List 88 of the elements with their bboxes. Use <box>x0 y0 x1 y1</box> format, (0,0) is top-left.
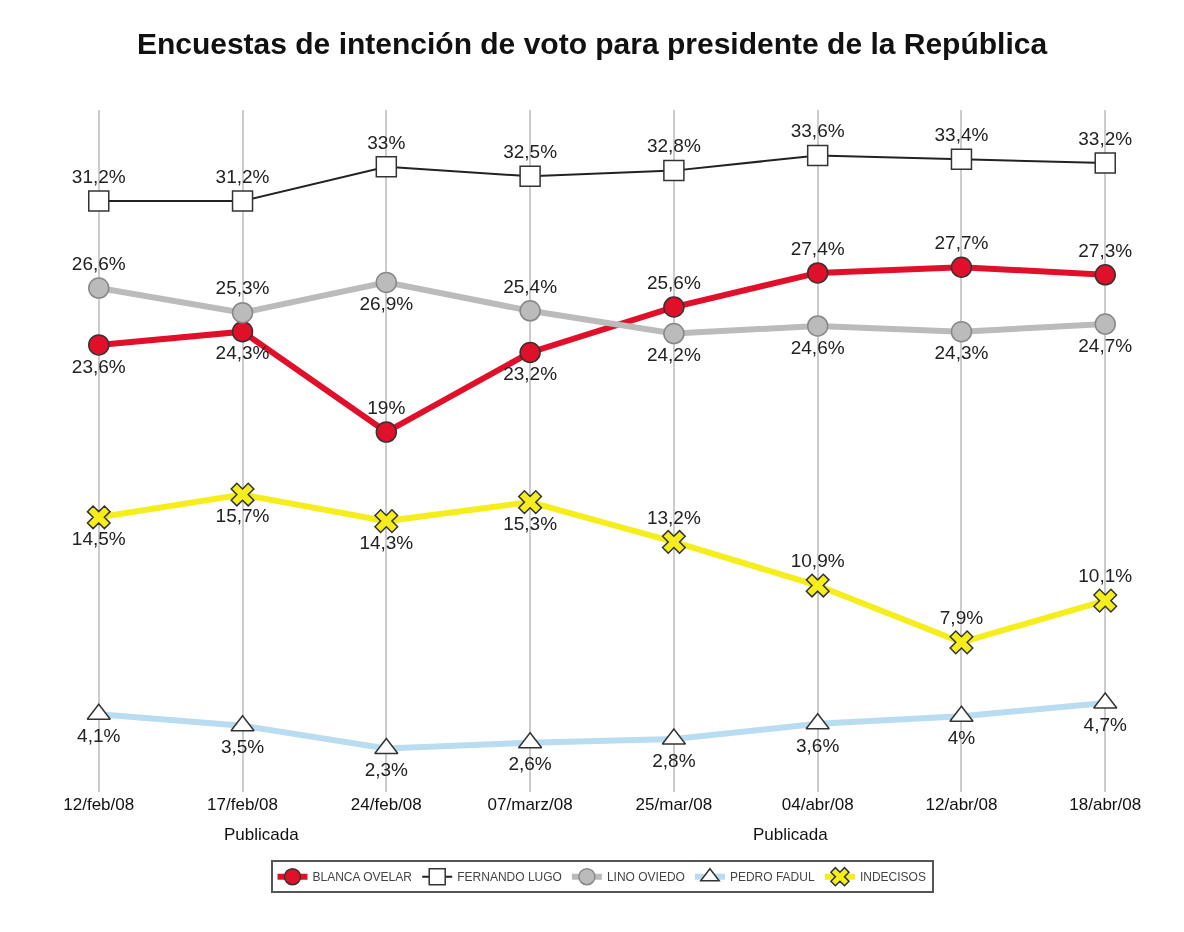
x-tick-label: 24/feb/08 <box>350 795 422 814</box>
legend-label: LINO OVIEDO <box>606 870 685 885</box>
point <box>519 300 541 322</box>
text: Publicada <box>224 825 300 844</box>
data-label: 7,9% <box>939 607 984 629</box>
data-label: 32,8% <box>646 135 701 157</box>
point <box>1094 264 1116 286</box>
data-label: 31,2% <box>215 165 270 187</box>
data-label: 4,1% <box>77 725 121 747</box>
data-label: 15,3% <box>503 512 558 534</box>
data-label: 14,3% <box>359 531 414 553</box>
point <box>519 341 541 364</box>
point <box>86 505 111 530</box>
x-tick-label: 18/abr/08 <box>1069 795 1142 814</box>
point <box>1094 313 1116 335</box>
data-label: 13,2% <box>646 506 701 528</box>
data-label: 27,4% <box>790 237 845 259</box>
point <box>949 630 974 655</box>
data-label: 24,7% <box>1078 334 1133 356</box>
data-label: 4% <box>947 726 976 748</box>
point <box>663 322 685 345</box>
point <box>806 262 829 284</box>
point <box>1093 588 1118 613</box>
x-tick-label: 12/feb/08 <box>63 795 135 814</box>
data-label: 4,7% <box>1083 713 1127 735</box>
text: Publicada <box>753 825 829 844</box>
data-label: 2,8% <box>652 749 696 771</box>
point <box>950 148 973 171</box>
data-label: 33,2% <box>1078 127 1133 149</box>
point <box>231 301 254 324</box>
data-label: 24,2% <box>646 344 701 366</box>
chart-title: Encuestas de intención de voto para presidente de la República <box>136 26 1048 60</box>
point <box>663 296 685 318</box>
data-label: 27,7% <box>934 231 989 253</box>
point <box>231 320 254 343</box>
point <box>661 529 686 554</box>
data-label: 24,3% <box>215 342 270 364</box>
point <box>806 315 829 337</box>
point <box>950 320 973 343</box>
point <box>518 490 543 515</box>
data-label: 3,6% <box>796 734 840 756</box>
legend-label: INDECISOS <box>859 870 926 885</box>
x-tick-label: 12/abr/08 <box>925 795 998 814</box>
data-label: 24,6% <box>790 336 845 358</box>
point <box>663 159 685 182</box>
data-label: 32,5% <box>503 141 558 163</box>
data-label: 26,9% <box>359 293 414 315</box>
point <box>1094 152 1116 174</box>
point <box>88 190 110 212</box>
point <box>88 277 110 299</box>
data-label: 23,2% <box>503 363 558 385</box>
data-label: 25,6% <box>646 271 701 293</box>
legend-label: PEDRO FADUL <box>729 870 815 885</box>
point <box>950 256 973 278</box>
point <box>375 421 398 443</box>
x-tick-label: 17/feb/08 <box>207 795 278 814</box>
x-tick-label: 04/abr/08 <box>781 795 854 814</box>
point <box>806 144 829 167</box>
data-label: 2,3% <box>364 759 409 781</box>
data-label: 2,6% <box>508 753 552 775</box>
point <box>230 482 255 507</box>
legend-label: BLANCA OVELAR <box>312 870 413 885</box>
data-label: 15,7% <box>215 505 270 527</box>
data-label: 33% <box>367 131 406 153</box>
legend-label: FERNANDO LUGO <box>457 870 562 885</box>
data-label: 24,3% <box>934 342 989 364</box>
point <box>88 334 110 356</box>
x-tick-label: 07/marz/08 <box>487 795 573 814</box>
data-label: 27,3% <box>1078 239 1133 261</box>
x-tick-label: 25/mar/08 <box>635 795 713 814</box>
data-label: 19% <box>367 396 406 418</box>
data-label: 33,6% <box>790 120 845 142</box>
data-label: 25,4% <box>503 275 558 297</box>
data-label: 31,2% <box>71 165 126 187</box>
data-label: 10,1% <box>1078 565 1133 587</box>
data-label: 10,9% <box>790 550 845 572</box>
point <box>375 156 398 178</box>
data-label: 25,3% <box>215 277 270 299</box>
point <box>519 165 541 188</box>
data-label: 14,5% <box>71 528 126 550</box>
point <box>231 190 254 212</box>
point <box>375 271 398 294</box>
data-label: 23,6% <box>71 355 126 377</box>
point <box>805 573 830 598</box>
data-label: 33,4% <box>934 124 989 146</box>
data-label: 26,6% <box>71 252 126 274</box>
point <box>374 509 399 534</box>
data-label: 3,5% <box>220 736 265 758</box>
